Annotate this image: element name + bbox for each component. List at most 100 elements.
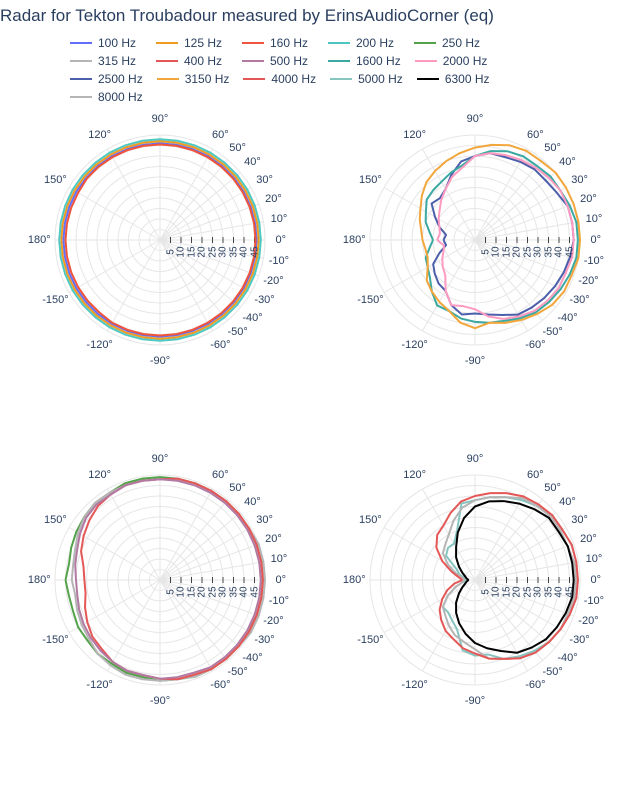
angle-label: 50°: [229, 482, 246, 494]
angle-label: 180°: [28, 234, 51, 246]
legend-label: 500 Hz: [270, 54, 308, 68]
legend-item[interactable]: 1600 Hz: [328, 54, 401, 68]
angle-label: -90°: [465, 355, 485, 367]
radial-label: 35: [543, 586, 554, 597]
angle-label: -90°: [150, 695, 170, 707]
radial-label: 20: [197, 586, 208, 597]
legend-item[interactable]: 400 Hz: [156, 54, 228, 68]
legend-swatch: [157, 78, 179, 80]
angle-label: 40°: [559, 496, 576, 508]
angle-label: 0°: [275, 574, 286, 586]
radial-label: 20: [512, 586, 523, 597]
legend-item[interactable]: 4000 Hz: [243, 72, 316, 86]
legend-label: 1600 Hz: [356, 54, 401, 68]
angle-label: 50°: [229, 142, 246, 154]
radial-label: 10: [491, 586, 502, 597]
radial-label: 15: [186, 246, 197, 257]
legend-swatch: [70, 60, 92, 62]
legend-item[interactable]: 200 Hz: [328, 36, 400, 50]
angle-label: -90°: [150, 355, 170, 367]
legend-swatch: [242, 42, 264, 44]
legend-swatch: [414, 42, 436, 44]
angle-label: -50°: [542, 326, 562, 338]
radial-label: 5: [165, 249, 176, 255]
angle-label: -40°: [242, 312, 262, 324]
angle-label: 50°: [544, 482, 561, 494]
legend-item[interactable]: 5000 Hz: [330, 72, 403, 86]
legend-label: 3150 Hz: [185, 72, 230, 86]
legend-swatch: [156, 60, 178, 62]
radial-label: 25: [522, 586, 533, 597]
angle-label: 30°: [571, 174, 588, 186]
radial-label: 30: [533, 246, 544, 257]
legend-item[interactable]: 6300 Hz: [417, 72, 490, 86]
legend-item[interactable]: 2000 Hz: [415, 54, 488, 68]
legend-item[interactable]: 500 Hz: [242, 54, 314, 68]
radial-label: 30: [218, 586, 229, 597]
angle-label: 10°: [271, 213, 288, 225]
legend-label: 400 Hz: [184, 54, 222, 68]
radial-label: 10: [176, 246, 187, 257]
legend-label: 200 Hz: [356, 36, 394, 50]
angle-label: 40°: [244, 156, 261, 168]
radial-label: 45: [564, 586, 575, 597]
polar-panel: 180°150°120°90°60°50°40°30°20°10°0°-10°-…: [10, 450, 310, 710]
angle-label: -40°: [557, 312, 577, 324]
angle-label: 120°: [88, 129, 111, 141]
polar-panel: 180°150°120°90°60°50°40°30°20°10°0°-10°-…: [325, 110, 625, 370]
radial-label: 25: [207, 586, 218, 597]
legend-label: 5000 Hz: [358, 72, 403, 86]
angle-label: 90°: [152, 113, 169, 125]
angle-label: -150°: [42, 294, 68, 306]
radial-label: 10: [176, 586, 187, 597]
legend-item[interactable]: 125 Hz: [156, 36, 228, 50]
legend-item[interactable]: 3150 Hz: [157, 72, 230, 86]
angle-label: 30°: [571, 514, 588, 526]
legend-swatch: [70, 42, 92, 44]
radial-label: 40: [239, 586, 250, 597]
angle-label: 30°: [256, 514, 273, 526]
angle-label: -30°: [569, 294, 589, 306]
legend-item[interactable]: 250 Hz: [414, 36, 486, 50]
angle-label: -10°: [269, 595, 289, 607]
angle-label: 0°: [275, 234, 286, 246]
legend-swatch: [328, 60, 350, 62]
radial-label: 5: [480, 249, 491, 255]
angle-label: -150°: [357, 294, 383, 306]
angle-label: -60°: [525, 679, 545, 691]
legend-item[interactable]: 2500 Hz: [70, 72, 143, 86]
angle-label: 120°: [403, 129, 426, 141]
angle-label: 0°: [590, 234, 601, 246]
angle-label: 120°: [403, 469, 426, 481]
angle-label: -40°: [557, 652, 577, 664]
angle-label: 10°: [586, 553, 603, 565]
legend-item[interactable]: 100 Hz: [70, 36, 142, 50]
angle-label: 10°: [586, 213, 603, 225]
radial-label: 15: [501, 246, 512, 257]
angle-label: -50°: [227, 326, 247, 338]
legend-swatch: [243, 78, 265, 80]
legend-item[interactable]: 160 Hz: [242, 36, 314, 50]
angle-label: 180°: [28, 574, 51, 586]
legend-label: 160 Hz: [270, 36, 308, 50]
radial-label: 30: [218, 246, 229, 257]
legend-label: 8000 Hz: [98, 90, 143, 104]
angle-label: -30°: [254, 634, 274, 646]
angle-label: -50°: [227, 666, 247, 678]
legend-swatch: [415, 60, 437, 62]
radial-label: 20: [512, 246, 523, 257]
angle-label: 60°: [527, 469, 544, 481]
angle-label: 20°: [580, 533, 597, 545]
angle-label: 50°: [544, 142, 561, 154]
legend-item[interactable]: 8000 Hz: [70, 90, 143, 104]
angle-label: 150°: [359, 514, 382, 526]
angle-label: 60°: [527, 129, 544, 141]
angle-label: -10°: [584, 595, 604, 607]
legend-swatch: [70, 78, 92, 80]
legend: 100 Hz 125 Hz 160 Hz 200 Hz 250 Hz 315 Hz 400 …: [0, 28, 640, 110]
angle-label: 150°: [44, 514, 67, 526]
angle-label: 40°: [559, 156, 576, 168]
angle-label: -150°: [42, 634, 68, 646]
legend-item[interactable]: 315 Hz: [70, 54, 142, 68]
angle-label: -30°: [569, 634, 589, 646]
